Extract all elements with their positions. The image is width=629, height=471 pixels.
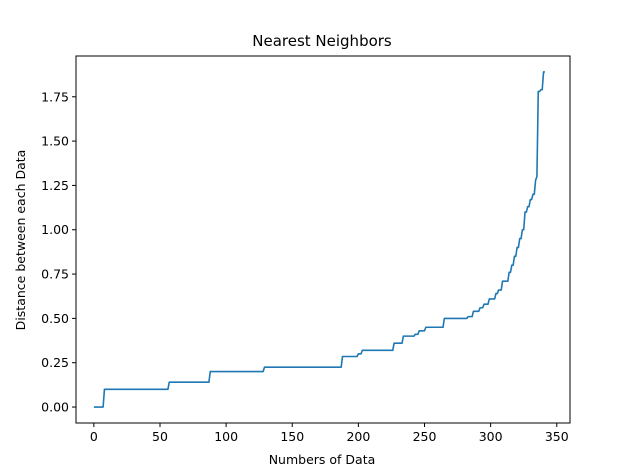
x-tick-label: 200 (346, 429, 370, 444)
y-tick-label: 0.25 (41, 355, 69, 370)
axes-frame (75, 55, 571, 424)
series-line (93, 71, 545, 408)
x-tick-label: 50 (152, 429, 168, 444)
x-axis: 0 50 100 150 200 250 300 350 (90, 423, 569, 444)
x-tick-label: 100 (214, 429, 238, 444)
y-tick-label: 1.25 (41, 178, 69, 193)
y-tick-label: 1.75 (41, 89, 69, 104)
y-axis-label: Distance between each Data (13, 150, 28, 331)
x-axis-label: Numbers of Data (269, 452, 376, 467)
chart-title: Nearest Neighbors (252, 32, 392, 50)
y-tick-label: 0.75 (41, 267, 69, 282)
y-tick-label: 1.50 (41, 134, 69, 149)
x-tick-label: 250 (413, 429, 437, 444)
y-tick-label: 0.00 (41, 400, 69, 415)
x-tick-label: 350 (545, 429, 569, 444)
y-tick-label: 1.00 (41, 222, 69, 237)
y-axis: 0.00 0.25 0.50 0.75 1.00 1.25 1.50 1.75 (41, 89, 76, 415)
x-tick-label: 300 (479, 429, 503, 444)
y-tick-label: 0.50 (41, 311, 69, 326)
x-tick-label: 150 (280, 429, 304, 444)
x-tick-label: 0 (90, 429, 98, 444)
plot-area: 0 50 100 150 200 250 300 350 0.00 0.25 0.50 0.75 1.… (41, 55, 571, 444)
